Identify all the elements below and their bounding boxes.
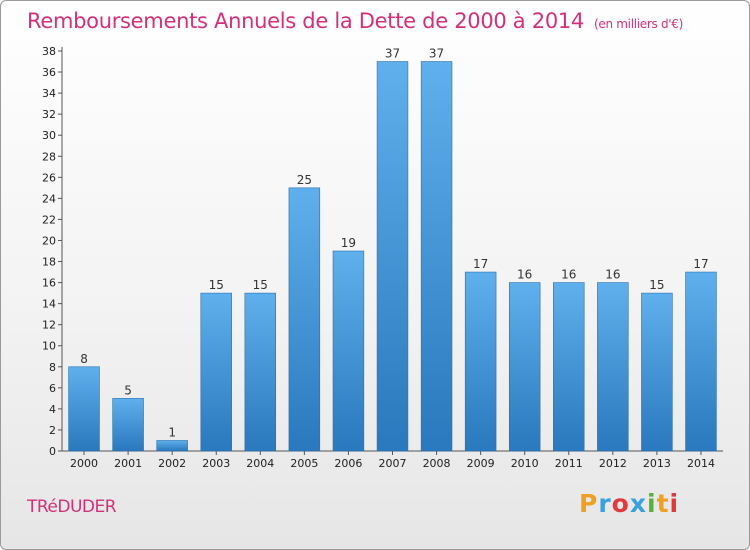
- proxiti-logo: Proxiti: [579, 489, 679, 518]
- y-tick-label: 38: [42, 45, 56, 58]
- value-label-2005: 25: [297, 173, 312, 187]
- x-tick-label-2014: 2014: [687, 457, 715, 470]
- x-tick-label-2006: 2006: [334, 457, 362, 470]
- value-label-2000: 8: [80, 352, 88, 366]
- y-tick-label: 4: [49, 403, 56, 416]
- bar-2010: [508, 282, 541, 452]
- x-tick-label-2005: 2005: [290, 457, 318, 470]
- y-tick-label: 8: [49, 361, 56, 374]
- logo-letter: x: [629, 489, 647, 518]
- x-tick-label-2011: 2011: [555, 457, 583, 470]
- value-label-2002: 1: [168, 425, 176, 439]
- bar-2002: [156, 440, 188, 452]
- y-tick-label: 18: [42, 256, 56, 269]
- y-tick-label: 34: [42, 87, 56, 100]
- x-tick-label-2002: 2002: [158, 457, 186, 470]
- bar-2008: [420, 61, 453, 452]
- bar-2000: [68, 366, 100, 452]
- x-tick-label-2013: 2013: [643, 457, 671, 470]
- bar-2012: [597, 282, 629, 452]
- y-tick-label: 10: [42, 340, 56, 353]
- value-label-2011: 16: [561, 268, 576, 282]
- y-tick-label: 12: [42, 319, 56, 332]
- x-tick-label-2012: 2012: [599, 457, 627, 470]
- x-tick-label-2004: 2004: [246, 457, 274, 470]
- bar-2014: [685, 271, 717, 452]
- value-label-2001: 5: [124, 383, 132, 397]
- logo-letter: r: [598, 489, 612, 518]
- commune-name: TRéDUDER: [27, 497, 117, 517]
- y-tick-label: 32: [42, 108, 56, 121]
- bar-2006: [332, 250, 365, 452]
- value-label-2009: 17: [473, 257, 488, 271]
- logo-letter: i: [669, 489, 680, 518]
- chart-title-text: Remboursements Annuels de la Dette de 20…: [27, 9, 584, 33]
- bar-2001: [112, 398, 144, 452]
- logo-letter: o: [611, 489, 630, 518]
- y-tick-label: 26: [42, 171, 56, 184]
- bar-2003: [200, 292, 232, 452]
- chart-unit: (en milliers d'€): [594, 17, 684, 31]
- value-label-2010: 16: [517, 268, 532, 282]
- value-label-2006: 19: [341, 236, 356, 250]
- bar-2013: [641, 292, 673, 452]
- x-tick-label-2001: 2001: [114, 457, 142, 470]
- bar-2011: [553, 282, 585, 452]
- y-tick-label: 28: [42, 150, 56, 163]
- x-tick-label-2007: 2007: [379, 457, 407, 470]
- y-tick-label: 16: [42, 277, 56, 290]
- value-label-2003: 15: [209, 278, 224, 292]
- x-tick-label-2009: 2009: [467, 457, 495, 470]
- bar-2007: [376, 61, 409, 452]
- logo-letter: P: [579, 489, 599, 518]
- logo-letter: i: [647, 489, 657, 518]
- y-tick-label: 0: [49, 445, 56, 458]
- y-tick-label: 14: [42, 298, 56, 311]
- y-tick-label: 36: [42, 66, 56, 79]
- logo-letter: t: [656, 489, 670, 518]
- bar-2004: [244, 292, 277, 452]
- value-label-2014: 17: [693, 257, 708, 271]
- y-tick-label: 22: [42, 213, 56, 226]
- value-label-2013: 15: [649, 278, 664, 292]
- bar-2009: [464, 271, 497, 452]
- chart-title: Remboursements Annuels de la Dette de 20…: [27, 9, 683, 33]
- y-tick-label: 2: [49, 424, 56, 437]
- value-label-2007: 37: [385, 47, 400, 61]
- y-tick-label: 24: [42, 192, 56, 205]
- chart-bars: 8 5 1 15 15 25 19 37 37 17 16 16 16 15 17: [68, 47, 717, 452]
- x-tick-label-2003: 2003: [202, 457, 230, 470]
- x-tick-label-2008: 2008: [423, 457, 451, 470]
- y-tick-label: 30: [42, 129, 56, 142]
- x-tick-label-2000: 2000: [70, 457, 98, 470]
- y-tick-label: 6: [49, 382, 56, 395]
- bar-2005: [288, 187, 321, 452]
- x-tick-label-2010: 2010: [511, 457, 539, 470]
- y-tick-label: 20: [42, 234, 56, 247]
- value-label-2004: 15: [253, 278, 268, 292]
- value-label-2008: 37: [429, 47, 444, 61]
- value-label-2012: 16: [605, 268, 620, 282]
